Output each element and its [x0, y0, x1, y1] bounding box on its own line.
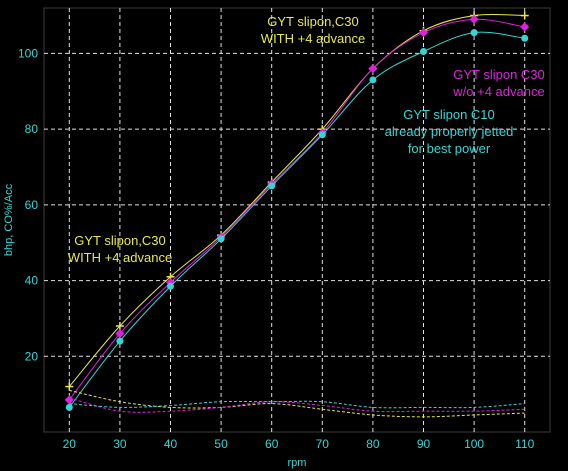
series-line: [68, 31, 525, 408]
data-point: [217, 235, 225, 243]
series-line: [68, 18, 525, 401]
y-tick-label: 40: [25, 274, 39, 288]
data-point: [368, 64, 378, 74]
y-axis-label: bhp, CO%/Acc: [3, 183, 15, 256]
plot-frame: [43, 7, 551, 433]
x-tick-label: 60: [265, 437, 279, 451]
series-line: [69, 389, 525, 418]
y-tick-label: 20: [25, 349, 39, 363]
data-point: [64, 395, 74, 405]
series-line: [69, 397, 525, 413]
y-tick-label: 100: [18, 46, 38, 60]
data-point: [520, 22, 530, 32]
annotation-3: GYT slipon,C30 WITH +4 advance: [68, 233, 172, 265]
x-tick-label: 50: [214, 437, 228, 451]
y-tick-label: 60: [25, 198, 39, 212]
data-point: [65, 403, 73, 411]
x-axis-label: rpm: [288, 457, 307, 469]
series-line: [69, 400, 525, 409]
series-line: [68, 13, 525, 387]
data-point: [419, 28, 428, 38]
annotation-1: GYT slipon C30 w/o +4 advance: [452, 67, 544, 99]
data-point: [268, 182, 276, 190]
data-point: [420, 48, 427, 56]
data-point: [115, 329, 125, 339]
data-point: [65, 382, 74, 391]
data-point: [115, 322, 124, 330]
y-tick-labels: 20 40 60 80 100: [18, 46, 38, 363]
x-tick-label: 20: [63, 437, 77, 451]
data-point: [470, 29, 478, 37]
data-point: [116, 337, 124, 345]
x-tick-label: 90: [417, 437, 431, 451]
x-tick-label: 100: [464, 437, 484, 451]
data-point: [521, 34, 529, 42]
y-tick-label: 80: [25, 122, 39, 136]
x-tick-label: 110: [515, 437, 534, 451]
series-3: [69, 389, 525, 418]
x-tick-label: 40: [164, 437, 178, 451]
series-group: [64, 11, 530, 418]
data-point: [167, 282, 174, 290]
x-tick-label: 70: [316, 437, 330, 451]
grid: [44, 8, 550, 432]
series-4: [69, 397, 525, 413]
data-point: [469, 14, 479, 24]
annotations: GYT slipon,C30 WITH +4 advance GYT slipon …: [68, 14, 545, 265]
x-tick-label: 80: [366, 437, 380, 451]
x-tick-label: 30: [113, 437, 127, 451]
data-point: [369, 76, 377, 84]
x-tick-labels: 20 30 40 50 60 70 80 90 100 110: [63, 437, 535, 451]
annotation-2: GYT slipon C10 already properly jetted for…: [385, 107, 514, 156]
annotation-0: GYT slipon,C30 WITH +4 advance: [261, 14, 365, 46]
series-5: [69, 400, 525, 409]
data-point: [520, 11, 529, 20]
data-point: [318, 131, 326, 139]
series-2: [65, 29, 529, 411]
